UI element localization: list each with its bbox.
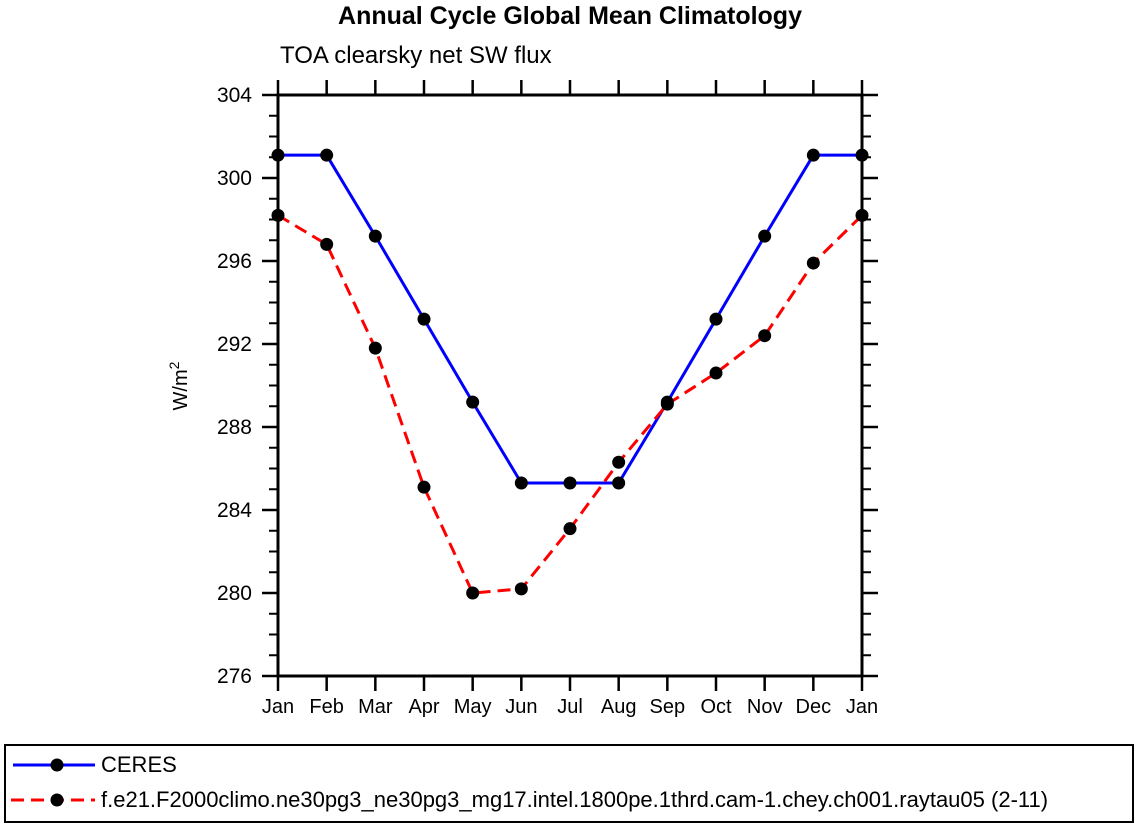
x-axis-tick-label: Sep bbox=[650, 696, 686, 718]
data-point-marker-s1-3 bbox=[417, 480, 431, 494]
data-point-marker-s0-10 bbox=[758, 229, 772, 243]
y-axis-tick-label: 276 bbox=[217, 665, 252, 688]
data-point-marker-s0-7 bbox=[612, 476, 626, 490]
data-point-marker-s1-12 bbox=[855, 208, 869, 222]
model-line-swatch bbox=[11, 793, 95, 807]
data-point-marker-s0-2 bbox=[368, 229, 382, 243]
data-point-marker-s1-11 bbox=[806, 256, 820, 270]
legend-entry-model: f.e21.F2000climo.ne30pg3_ne30pg3_mg17.in… bbox=[10, 787, 1048, 813]
y-axis-tick-label: 300 bbox=[217, 167, 252, 190]
legend-label-model: f.e21.F2000climo.ne30pg3_ne30pg3_mg17.in… bbox=[101, 787, 1049, 812]
y-axis-tick-label: 296 bbox=[217, 250, 252, 273]
data-point-marker-s0-11 bbox=[806, 148, 820, 162]
data-point-marker-s0-5 bbox=[514, 476, 528, 490]
data-point-marker-s1-8 bbox=[660, 397, 674, 411]
chart-subtitle: TOA clearsky net SW flux bbox=[280, 42, 552, 69]
y-axis-tick-label: 288 bbox=[217, 416, 252, 439]
data-point-marker-s1-6 bbox=[563, 522, 577, 536]
x-axis-tick-label: Aug bbox=[601, 696, 637, 718]
ceres-swatch-marker bbox=[50, 758, 64, 772]
x-axis-tick-label: Oct bbox=[700, 696, 732, 718]
data-point-marker-s1-4 bbox=[466, 586, 480, 600]
x-axis-tick-label: Feb bbox=[309, 696, 343, 718]
x-axis-tick-label: Jun bbox=[505, 696, 537, 718]
series-line-1 bbox=[277, 214, 864, 595]
data-point-marker-s0-6 bbox=[563, 476, 577, 490]
y-axis-tick-label: 284 bbox=[217, 499, 252, 522]
data-point-marker-s1-2 bbox=[368, 341, 382, 355]
x-axis-tick-label: Apr bbox=[408, 696, 439, 718]
chart-title: Annual Cycle Global Mean Climatology bbox=[338, 2, 802, 30]
legend-entry-ceres: CERES bbox=[10, 752, 177, 778]
x-axis-tick-label: Mar bbox=[358, 696, 393, 718]
x-axis-tick-label: Jan bbox=[262, 696, 294, 718]
y-axis-tick-label: 304 bbox=[217, 84, 252, 107]
climatology-plot: 276 280 284 288 292 296 300 304 Jan Feb Mar Apr May J… bbox=[166, 80, 878, 718]
x-axis-tick-label: Jan bbox=[846, 696, 878, 718]
y-axis-label: W/m2 bbox=[166, 361, 192, 410]
data-point-marker-s0-4 bbox=[466, 395, 480, 409]
model-swatch-marker bbox=[50, 793, 64, 807]
x-axis-tick-label: Nov bbox=[747, 696, 783, 718]
legend-box: CERES f.e21.F2000climo.ne30pg3_ne30pg3_m… bbox=[4, 744, 1134, 823]
plot-frame bbox=[276, 93, 864, 678]
data-point-marker-s0-3 bbox=[417, 312, 431, 326]
series-line-0 bbox=[278, 153, 862, 485]
data-point-marker-s1-7 bbox=[612, 455, 626, 469]
data-point-marker-s1-9 bbox=[709, 366, 723, 380]
data-point-marker-s1-0 bbox=[271, 208, 285, 222]
y-axis-tick-label: 280 bbox=[217, 582, 252, 605]
data-point-marker-s0-9 bbox=[709, 312, 723, 326]
x-axis-tick-label: May bbox=[454, 696, 492, 718]
data-point-marker-s1-5 bbox=[514, 582, 528, 596]
data-point-marker-s0-1 bbox=[320, 148, 334, 162]
y-axis-tick-label: 292 bbox=[217, 333, 252, 356]
data-point-marker-s0-0 bbox=[271, 148, 285, 162]
data-point-marker-s1-10 bbox=[758, 329, 772, 343]
ceres-line-swatch bbox=[13, 758, 95, 772]
x-axis-tick-label: Dec bbox=[796, 696, 832, 718]
data-point-marker-s1-1 bbox=[320, 237, 334, 251]
data-point-marker-s0-12 bbox=[855, 148, 869, 162]
legend-label-ceres: CERES bbox=[101, 752, 177, 777]
x-axis-tick-label: Jul bbox=[557, 696, 583, 718]
